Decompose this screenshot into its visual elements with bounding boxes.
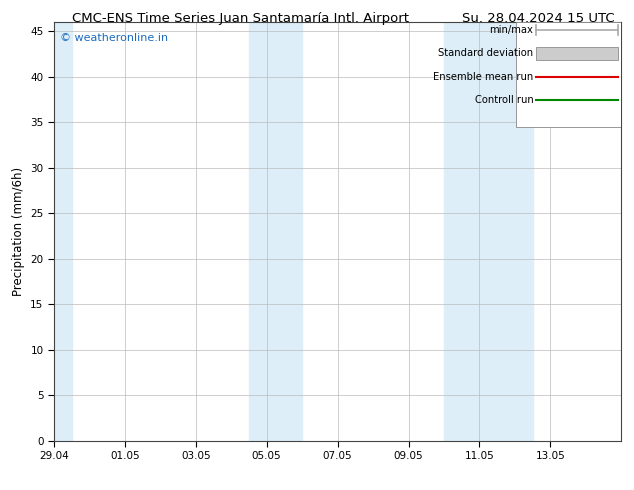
Text: Su. 28.04.2024 15 UTC: Su. 28.04.2024 15 UTC	[462, 12, 615, 25]
FancyBboxPatch shape	[536, 47, 619, 60]
FancyBboxPatch shape	[516, 22, 624, 127]
Bar	[36, 22, 72, 441]
Text: Ensemble mean run: Ensemble mean run	[433, 72, 533, 81]
Text: CMC-ENS Time Series Juan Santamaría Intl. Airport: CMC-ENS Time Series Juan Santamaría Intl…	[72, 12, 410, 25]
Text: © weatheronline.in: © weatheronline.in	[60, 32, 167, 43]
Bar	[249, 22, 302, 441]
Bar	[444, 22, 533, 441]
Text: min/max: min/max	[489, 25, 533, 35]
Y-axis label: Precipitation (mm/6h): Precipitation (mm/6h)	[11, 167, 25, 296]
Text: Controll run: Controll run	[475, 95, 533, 104]
Text: Standard deviation: Standard deviation	[438, 49, 533, 58]
